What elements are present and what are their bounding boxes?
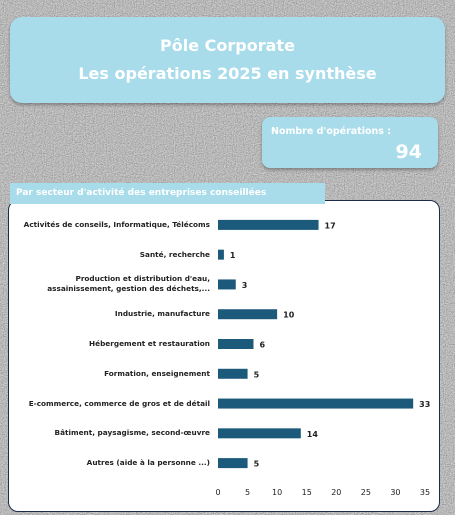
bar (218, 279, 236, 290)
value-label: 33 (419, 400, 430, 409)
bar (218, 309, 278, 320)
category-label: Hébergement et restauration (89, 339, 210, 348)
title: Pôle Corporate (160, 36, 295, 55)
chart-title: Par secteur d'activité des entreprises c… (10, 183, 325, 204)
value-label: 3 (242, 281, 248, 290)
category-label: Formation, enseignement (104, 368, 210, 378)
bar (218, 458, 248, 469)
category-label: Autres (aide à la personne ...) (86, 458, 210, 468)
x-tick-label: 35 (420, 488, 430, 497)
value-label: 14 (307, 430, 319, 439)
bar (218, 249, 224, 260)
bar (218, 219, 319, 230)
category-label: Santé, recherche (139, 249, 210, 259)
bar (218, 428, 301, 439)
category-label: Industrie, manufacture (114, 309, 210, 319)
value-label: 5 (254, 370, 260, 379)
x-tick-label: 25 (361, 488, 371, 497)
value-label: 17 (325, 221, 336, 230)
title-box: Pôle Corporate Les opérations 2025 en sy… (10, 17, 445, 103)
category-label: Bâtiment, paysagisme, second-œuvre (54, 428, 210, 438)
category-label: Activités de conseils, Informatique, Tél… (23, 219, 210, 229)
x-tick-label: 5 (245, 488, 250, 497)
x-tick-label: 0 (215, 488, 220, 497)
x-tick-label: 30 (390, 488, 400, 497)
value-label: 1 (230, 251, 236, 260)
bar (218, 368, 248, 379)
x-tick-label: 20 (331, 488, 341, 497)
x-tick-label: 10 (272, 488, 282, 497)
bar (218, 339, 254, 349)
value-label: 10 (283, 311, 295, 320)
bar (218, 398, 414, 409)
kpi-value: 94 (395, 141, 422, 163)
x-tick-label: 15 (302, 488, 312, 497)
value-label: 6 (259, 341, 265, 350)
title: Les opérations 2025 en synthèse (78, 64, 377, 83)
value-label: 5 (254, 460, 260, 469)
category-label: Production et distribution d'eau, assain… (47, 274, 210, 294)
category-label: E-commerce, commerce de gros et de détai… (28, 398, 210, 408)
kpi-label: Nombre d'opérations : (271, 126, 392, 137)
kpi-box: Nombre d'opérations : 94 (262, 117, 438, 168)
